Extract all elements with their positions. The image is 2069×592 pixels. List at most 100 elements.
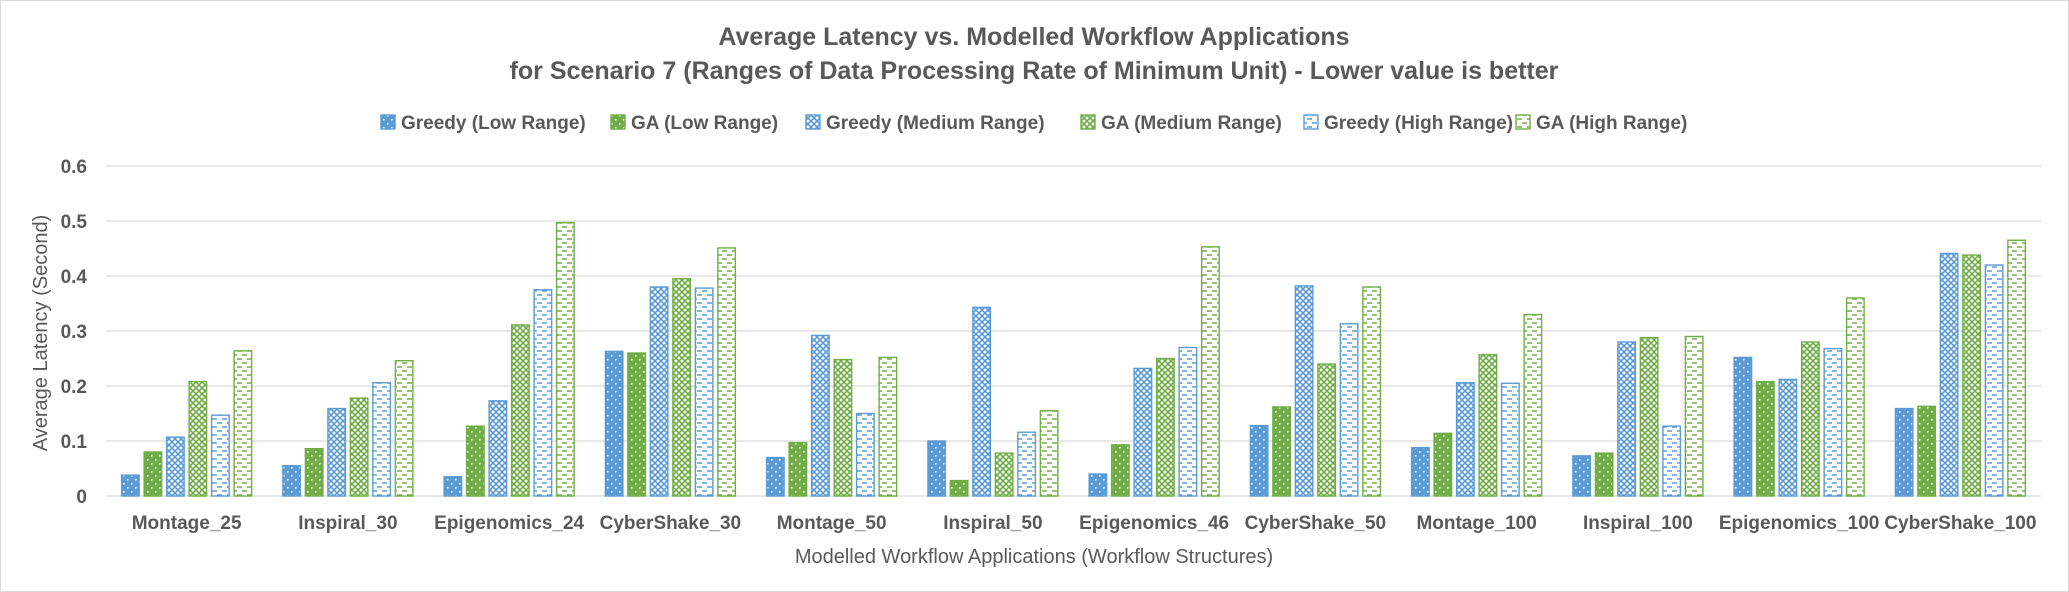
chart-subtitle: for Scenario 7 (Ranges of Data Processin… [510,57,1559,85]
bar [349,397,369,497]
bar [1800,341,1820,497]
bar [1572,455,1592,497]
x-tick-label: Epigenomics_24 [434,513,584,534]
bar [443,476,463,497]
bar [1617,341,1637,497]
bar [627,352,647,497]
chart-title: Average Latency vs. Modelled Workflow Ap… [718,23,1349,51]
bar [120,474,140,497]
legend-swatch [1080,114,1096,130]
bar [465,425,485,497]
legend-swatch [1303,114,1319,130]
bar [1339,323,1359,497]
bar [372,382,392,497]
bar [1410,446,1430,497]
bar [994,452,1014,497]
legend-label: GA (High Range) [1536,113,1687,134]
bar [765,456,785,497]
x-axis-ticks: Montage_25 Inspiral_30 Epigenomics_24 Cyber… [132,513,2037,534]
bar [555,221,575,497]
bar [972,306,992,497]
x-tick-label: CyberShake_30 [600,513,742,534]
legend-item: Greedy (Medium Range) [805,113,1045,134]
x-tick-label: Inspiral_30 [298,513,397,534]
bar [1523,313,1543,497]
x-tick-label: CyberShake_100 [1884,513,2036,534]
bar [833,358,853,497]
bar [2007,239,2027,497]
y-tick-label: 0.5 [61,212,88,233]
bar [188,380,208,497]
legend-label: GA (Low Range) [631,113,778,134]
bar [1455,382,1475,497]
legend-swatch [805,114,821,130]
bar [1110,444,1130,497]
bar [788,441,808,497]
bar [327,407,347,497]
y-axis-label: Average Latency (Second) [30,215,52,451]
bar [1845,297,1865,497]
x-tick-label: Montage_50 [777,513,887,534]
x-tick-label: Montage_25 [132,513,242,534]
x-tick-label: Epigenomics_100 [1719,513,1880,534]
bar [604,350,624,497]
bar [878,356,898,497]
bar [1778,378,1798,497]
bar [488,400,508,497]
legend-swatch [1515,114,1531,130]
bar [143,451,163,497]
bar [927,440,947,497]
bar [1662,425,1682,497]
bar [649,286,669,497]
legend-item: Greedy (Low Range) [380,113,586,134]
bar [1684,335,1704,497]
bar [533,289,553,497]
bar [1088,473,1108,497]
legend-label: Greedy (Medium Range) [826,113,1045,134]
x-tick-label: Inspiral_50 [943,513,1042,534]
legend-swatch [610,114,626,130]
bar [1823,347,1843,497]
y-tick-label: 0 [76,487,87,508]
bar [1478,353,1498,497]
bar [1017,431,1037,497]
bar [1894,407,1914,497]
bar [510,324,530,497]
y-tick-label: 0.4 [61,267,88,288]
bar [1039,410,1059,497]
bars [120,221,2027,497]
bar [694,287,714,497]
bar [304,448,324,497]
bar [282,465,302,497]
bar [1755,380,1775,497]
y-tick-label: 0.6 [61,157,87,178]
bar [1733,356,1753,497]
bar [1500,382,1520,497]
bar [1317,363,1337,497]
y-tick-label: 0.3 [61,322,87,343]
legend-label: GA (Medium Range) [1101,113,1282,134]
bar [810,334,830,497]
x-tick-label: CyberShake_50 [1245,513,1387,534]
y-tick-label: 0.1 [61,432,88,453]
x-tick-label: Inspiral_100 [1583,513,1693,534]
x-axis-label: Modelled Workflow Applications (Workflow… [795,546,1273,568]
bar [394,360,414,497]
bar [1362,286,1382,497]
bar [1133,367,1153,497]
bar [210,414,230,497]
legend-label: Greedy (Low Range) [401,113,586,134]
bar [1433,432,1453,497]
y-tick-label: 0.2 [61,377,87,398]
legend-swatch [380,114,396,130]
x-tick-label: Epigenomics_46 [1079,513,1229,534]
bar [1178,346,1198,497]
gridlines [106,165,2041,497]
y-axis-ticks: 0 0.1 0.2 0.3 0.4 0.5 0.6 [61,157,88,508]
legend-item: GA (Low Range) [610,113,778,134]
bar [1939,252,1959,497]
bar [1155,357,1175,497]
bar [1917,405,1937,497]
bar [165,436,185,497]
